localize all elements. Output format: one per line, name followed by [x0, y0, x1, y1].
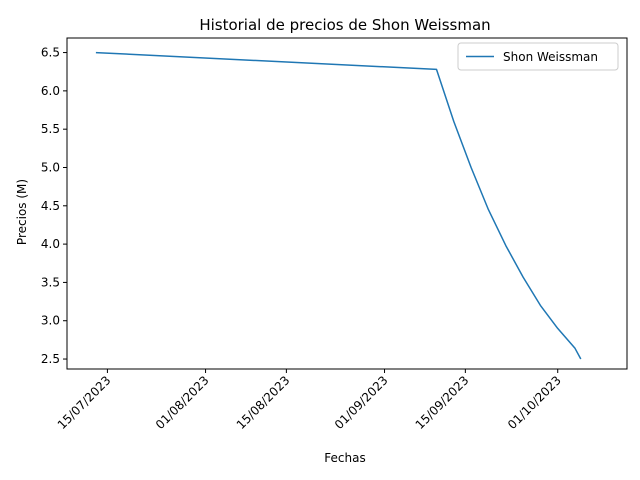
plot-frame — [66, 37, 628, 370]
chart-title: Historial de precios de Shon Weissman — [199, 16, 490, 34]
y-tick-label: 4.5 — [41, 199, 60, 213]
x-axis-label: Fechas — [324, 451, 365, 465]
legend: Shon Weissman — [457, 42, 619, 71]
legend-label: Shon Weissman — [503, 50, 598, 64]
legend-box — [457, 42, 619, 71]
y-tick-label: 5.5 — [41, 122, 60, 136]
series-layer — [95, 51, 582, 360]
y-tick-label: 4.0 — [41, 237, 60, 251]
y-axis-label: Precios (M) — [15, 179, 29, 245]
series-line — [95, 51, 582, 360]
plot-area — [66, 37, 628, 370]
y-axis: 2.5 3.0 3.5 4.0 4.5 5.0 5.5 6.0 6.5 — [41, 46, 67, 366]
y-tick-label: 3.5 — [41, 275, 60, 289]
y-tick-label: 5.0 — [41, 160, 60, 174]
y-tick-label: 6.0 — [41, 84, 60, 98]
y-tick-label: 3.0 — [41, 314, 60, 328]
y-tick-label: 6.5 — [41, 46, 60, 60]
y-tick-label: 2.5 — [41, 352, 60, 366]
